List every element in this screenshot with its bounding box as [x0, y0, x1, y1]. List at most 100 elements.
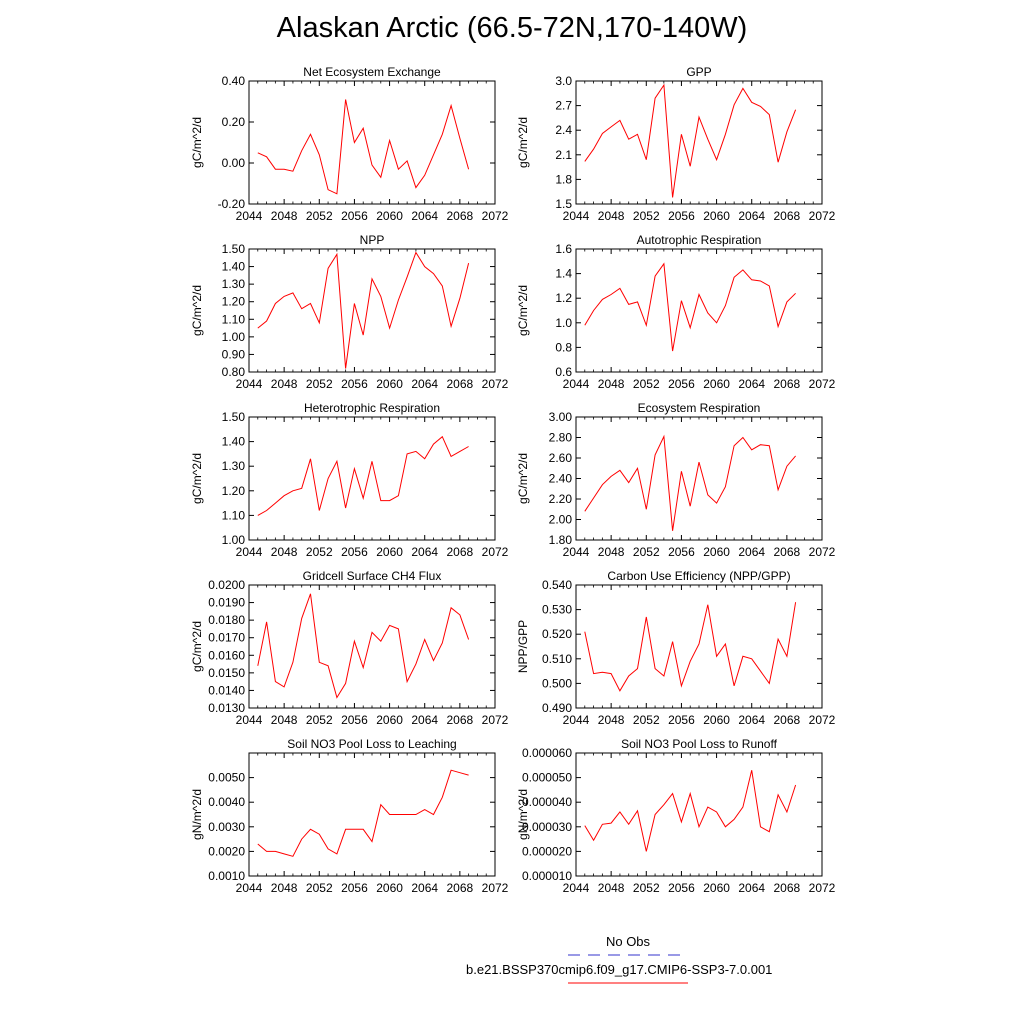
panel-title: NPP [360, 233, 385, 247]
y-tick-label: 3.00 [549, 410, 573, 424]
x-tick-label: 2064 [738, 545, 765, 559]
panel-title: GPP [686, 65, 711, 79]
x-tick-label: 2056 [341, 881, 368, 895]
x-tick-label: 2048 [271, 377, 298, 391]
panel-title: Heterotrophic Respiration [304, 401, 440, 415]
x-tick-label: 2060 [703, 713, 730, 727]
y-tick-label: 0.0190 [208, 596, 245, 610]
x-tick-label: 2052 [306, 713, 333, 727]
plot-frame [248, 752, 496, 877]
y-tick-label: 0.0170 [208, 631, 245, 645]
x-tick-label: 2068 [774, 209, 801, 223]
y-tick-label: 0.0160 [208, 648, 245, 662]
series-line [584, 83, 797, 198]
x-tick-label: 2056 [341, 209, 368, 223]
y-tick-label: 0.00 [222, 156, 246, 170]
x-tick-label: 2064 [738, 209, 765, 223]
y-tick-label: 1.80 [549, 533, 573, 547]
x-tick-label: 2044 [563, 209, 590, 223]
y-tick-label: 1.20 [222, 484, 246, 498]
y-tick-label: 0.0010 [208, 869, 245, 883]
plot-frame [248, 248, 496, 373]
y-tick-label: 1.8 [555, 172, 572, 186]
y-tick-label: 0.6 [555, 365, 572, 379]
x-tick-label: 2072 [482, 713, 509, 727]
x-tick-label: 2048 [271, 881, 298, 895]
y-tick-label: 0.0200 [208, 578, 245, 592]
panel-heterotrophic-respiration: Heterotrophic Respiration gC/m^2/d 2044 204… [190, 401, 509, 559]
y-tick-label: 2.00 [549, 513, 573, 527]
x-tick-label: 2044 [236, 377, 263, 391]
y-tick-label: 0.0130 [208, 701, 245, 715]
x-tick-label: 2072 [809, 209, 836, 223]
x-tick-label: 2056 [668, 881, 695, 895]
plot-frame [248, 80, 496, 205]
panel-title: Carbon Use Efficiency (NPP/GPP) [607, 569, 790, 583]
x-tick-label: 2060 [376, 209, 403, 223]
y-tick-label: 2.80 [549, 431, 573, 445]
y-tick-label: 2.40 [549, 472, 573, 486]
x-tick-label: 2060 [376, 545, 403, 559]
x-tick-label: 2044 [236, 713, 263, 727]
series-line [257, 769, 469, 857]
y-tick-label: 1.4 [555, 267, 572, 281]
x-tick-label: 2060 [376, 881, 403, 895]
panel-title: Gridcell Surface CH4 Flux [303, 569, 442, 583]
y-tick-label: 1.50 [222, 242, 246, 256]
y-tick-label: 1.40 [222, 260, 246, 274]
panel-title: Ecosystem Respiration [638, 401, 761, 415]
x-tick-label: 2072 [809, 377, 836, 391]
y-tick-label: 0.0150 [208, 666, 245, 680]
x-tick-label: 2048 [271, 713, 298, 727]
panel-title: Soil NO3 Pool Loss to Runoff [621, 737, 778, 751]
y-axis-label: gC/m^2/d [190, 453, 204, 504]
y-axis-label: gN/m^2/d [516, 789, 530, 840]
plot-frame [248, 584, 496, 709]
y-axis-label: gC/m^2/d [190, 621, 204, 672]
x-tick-label: 2064 [411, 209, 438, 223]
x-tick-label: 2060 [376, 377, 403, 391]
x-tick-label: 2048 [598, 713, 625, 727]
x-tick-label: 2052 [633, 545, 660, 559]
y-tick-label: 0.80 [222, 365, 246, 379]
plot-frame [575, 752, 823, 877]
y-tick-label: 2.1 [555, 148, 572, 162]
x-tick-label: 2064 [411, 713, 438, 727]
y-tick-label: 0.0040 [208, 795, 245, 809]
y-tick-label: 0.0020 [208, 844, 245, 858]
series-line [584, 602, 797, 692]
y-tick-label: 0.000040 [522, 795, 572, 809]
y-tick-label: 0.000060 [522, 746, 572, 760]
x-tick-label: 2072 [809, 881, 836, 895]
panel-autotrophic-respiration: Autotrophic Respiration gC/m^2/d 2044 2048 2… [516, 233, 836, 391]
x-tick-label: 2072 [809, 545, 836, 559]
y-tick-label: 0.0030 [208, 820, 245, 834]
y-tick-label: 1.6 [555, 242, 572, 256]
x-tick-label: 2052 [633, 881, 660, 895]
panel-title: Autotrophic Respiration [637, 233, 762, 247]
x-tick-label: 2044 [563, 377, 590, 391]
y-tick-label: 1.40 [222, 435, 246, 449]
x-tick-label: 2056 [668, 545, 695, 559]
x-tick-label: 2064 [411, 377, 438, 391]
y-tick-label: 2.20 [549, 492, 573, 506]
x-tick-label: 2056 [341, 713, 368, 727]
series-line [257, 251, 470, 369]
y-tick-label: 0.0140 [208, 683, 245, 697]
plot-frame [248, 416, 496, 541]
y-tick-label: 0.530 [542, 603, 572, 617]
y-tick-label: 0.40 [222, 74, 246, 88]
y-tick-label: 1.5 [555, 197, 572, 211]
x-tick-label: 2048 [598, 545, 625, 559]
y-tick-label: 0.510 [542, 652, 572, 666]
x-tick-label: 2068 [447, 377, 474, 391]
y-axis-label: gC/m^2/d [516, 453, 530, 504]
plot-frame [575, 80, 823, 205]
x-tick-label: 2044 [563, 713, 590, 727]
y-tick-label: -0.20 [218, 197, 246, 211]
series-line [584, 262, 796, 352]
y-tick-label: 1.10 [222, 312, 246, 326]
x-tick-label: 2048 [598, 881, 625, 895]
y-tick-label: 0.90 [222, 347, 246, 361]
series-line [257, 99, 470, 195]
